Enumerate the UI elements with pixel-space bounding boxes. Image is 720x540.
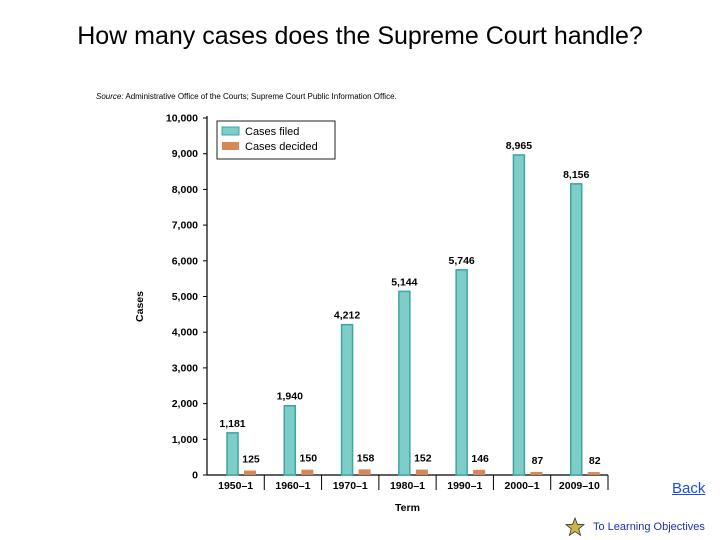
star-icon xyxy=(565,517,585,537)
data-label-cases-filed: 4,212 xyxy=(334,310,360,322)
bar-cases-filed xyxy=(226,432,239,476)
legend-swatch-cases-filed xyxy=(221,126,240,136)
y-tick-label: 10,000 xyxy=(166,113,198,125)
legend-label-cases-filed: Cases filed xyxy=(245,126,299,138)
bar-cases-filed xyxy=(455,269,468,476)
data-label-cases-filed: 1,181 xyxy=(219,418,245,430)
slide-title: How many cases does the Supreme Court ha… xyxy=(77,22,643,50)
bar-cases-decided xyxy=(587,472,600,475)
y-tick-label: 1,000 xyxy=(172,434,198,446)
bar-cases-decided xyxy=(530,471,543,475)
data-label-cases-decided: 87 xyxy=(532,455,544,467)
x-tick-label: 1990–1 xyxy=(447,480,482,492)
learning-objectives-link[interactable]: To Learning Objectives xyxy=(565,517,705,537)
data-label-cases-filed: 5,144 xyxy=(391,276,417,288)
data-label-cases-decided: 150 xyxy=(300,453,318,465)
y-axis-title: Cases xyxy=(134,291,146,322)
source-text: Administrative Office of the Courts; Sup… xyxy=(125,92,397,101)
learning-objectives-label: To Learning Objectives xyxy=(593,521,705,533)
bar-cases-decided xyxy=(358,469,371,475)
data-label-cases-decided: 152 xyxy=(414,453,432,465)
bar-cases-decided xyxy=(244,470,256,475)
bar-cases-filed xyxy=(340,323,354,476)
data-label-cases-filed: 1,940 xyxy=(277,391,303,403)
data-label-cases-decided: 158 xyxy=(357,452,375,464)
bar-cases-decided xyxy=(301,469,314,475)
y-tick-label: 7,000 xyxy=(172,220,198,232)
bar-cases-decided xyxy=(415,469,428,475)
legend-label-cases-decided: Cases decided xyxy=(245,141,318,153)
source-note: Source: Administrative Office of the Cou… xyxy=(96,92,397,101)
legend-swatch-cases-decided xyxy=(222,142,239,150)
y-tick-label: 6,000 xyxy=(172,255,198,267)
x-axis-title: Term xyxy=(395,502,420,514)
bar-cases-decided xyxy=(473,469,486,475)
bar-cases-filed xyxy=(398,290,411,476)
data-label-cases-filed: 8,965 xyxy=(506,140,532,152)
y-tick-label: 2,000 xyxy=(172,398,198,410)
x-tick-label: 2009–10 xyxy=(559,480,600,492)
y-tick-label: 9,000 xyxy=(172,148,198,160)
bar-cases-filed xyxy=(569,183,583,476)
y-tick-label: 0 xyxy=(192,470,198,482)
x-tick-label: 1980–1 xyxy=(390,480,425,492)
y-tick-label: 8,000 xyxy=(172,184,198,196)
x-tick-label: 1960–1 xyxy=(275,480,310,492)
y-tick-label: 5,000 xyxy=(172,291,198,303)
x-tick-label: 1950–1 xyxy=(218,480,253,492)
x-tick-label: 2000–1 xyxy=(505,480,540,492)
data-label-cases-decided: 125 xyxy=(242,454,260,466)
data-label-cases-filed: 8,156 xyxy=(563,169,589,181)
y-tick-label: 3,000 xyxy=(172,362,198,374)
bar-cases-filed xyxy=(283,404,297,476)
x-tick-label: 1970–1 xyxy=(333,480,368,492)
back-link[interactable]: Back xyxy=(672,480,706,497)
y-tick-label: 4,000 xyxy=(172,327,198,339)
data-label-cases-filed: 5,746 xyxy=(449,255,475,267)
data-label-cases-decided: 82 xyxy=(589,455,601,467)
bar-cases-filed xyxy=(512,154,526,476)
source-label: Source: xyxy=(96,92,124,101)
data-label-cases-decided: 146 xyxy=(471,453,489,465)
